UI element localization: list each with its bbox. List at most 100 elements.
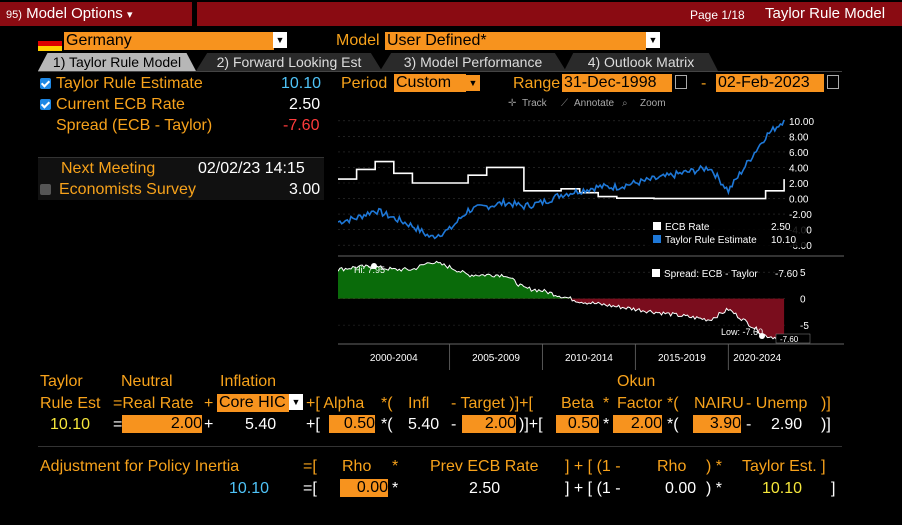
close-bracket: ]: [831, 480, 836, 497]
spread-positive-area: [338, 261, 785, 299]
legend-ecb-value: 2.50: [771, 222, 791, 233]
x-tick-label: 2010-2014: [565, 353, 613, 364]
legend-ecb-label: ECB Rate: [665, 222, 710, 233]
range-end-value: 02-Feb-2023: [718, 74, 810, 91]
page-indicator: Page 1/18: [690, 8, 745, 22]
range-start-input[interactable]: 31-Dec-1998: [562, 74, 672, 92]
taylor-rule-line: [338, 119, 785, 240]
taylor-est-header: Taylor Est. ]: [742, 458, 826, 475]
unemp-label: - Unemp: [746, 395, 808, 412]
spread-line: [338, 260, 785, 341]
y-tick-label: 2.00: [789, 179, 809, 190]
model-dropdown[interactable]: User Defined*: [385, 32, 646, 50]
tab-forward-looking-est[interactable]: 2) Forward Looking Est: [196, 53, 382, 71]
tab-taylor-rule-model[interactable]: 1) Taylor Rule Model: [38, 53, 196, 71]
taylor-rule-chart[interactable]: 10.008.006.004.002.000.00-2.00-4.00-6.00…: [338, 95, 844, 370]
operator: *(: [381, 416, 393, 433]
inflation-header: Inflation: [220, 373, 277, 390]
alpha-input[interactable]: 0.50: [329, 415, 375, 433]
adjustment-label: Adjustment for Policy Inertia: [40, 458, 240, 475]
checkbox-unchecked-icon[interactable]: [40, 184, 51, 196]
taylor-est-value: 10.10: [762, 480, 803, 497]
period-label: Period: [341, 75, 388, 92]
tab-model-performance[interactable]: 3) Model Performance: [380, 53, 566, 71]
tab-divider: [38, 71, 842, 72]
annotate-icon[interactable]: ⟋: [561, 98, 568, 109]
range-separator: -: [701, 75, 707, 92]
nairu-label: NAIRU: [694, 395, 744, 412]
taylor-rule-estimate-value: 10.10: [281, 75, 322, 92]
factor-input[interactable]: 2.00: [613, 415, 662, 433]
rho-input[interactable]: 0.00: [340, 479, 388, 497]
y-tick-label: 8.00: [789, 132, 809, 143]
inflation-measure-dropdown[interactable]: Core HIC: [217, 394, 289, 412]
period-dropdown-arrow-icon[interactable]: ▼: [466, 75, 480, 91]
y-tick-label: 4.00: [789, 163, 809, 174]
range-label: Range: [513, 75, 561, 92]
range-start-value: 31-Dec-1998: [564, 74, 657, 91]
calendar-icon[interactable]: [827, 75, 839, 89]
y-tick-label: 5: [800, 268, 806, 279]
last-value-box: [775, 333, 811, 344]
y-tick-label: 0.00: [789, 195, 809, 206]
country-dropdown-arrow-icon[interactable]: ▼: [273, 32, 287, 48]
prev-ecb-rate-header: Prev ECB Rate: [430, 458, 539, 475]
operator: *(: [667, 416, 679, 433]
operator: *(: [667, 395, 679, 412]
model-dropdown-arrow-icon[interactable]: ▼: [646, 32, 660, 48]
checkbox-checked-icon[interactable]: [40, 78, 51, 90]
current-ecb-rate-label: Current ECB Rate: [56, 96, 185, 113]
current-ecb-rate-row[interactable]: Current ECB Rate: [40, 96, 185, 114]
real-rate-label: =Real Rate: [113, 395, 194, 412]
chevron-down-icon: ▾: [126, 9, 133, 21]
range-end-input[interactable]: 02-Feb-2023: [716, 74, 824, 92]
tab-outlook-matrix[interactable]: 4) Outlook Matrix: [564, 53, 718, 71]
next-meeting-value: 02/02/23 14:15: [198, 160, 305, 177]
core-inflation-value: 5.40: [245, 416, 277, 433]
annotate-button[interactable]: Annotate: [574, 98, 614, 109]
inflation-measure-value: Core HIC: [219, 394, 286, 411]
period-value: Custom: [396, 74, 452, 91]
calendar-icon[interactable]: [675, 75, 687, 89]
checkbox-checked-icon[interactable]: [40, 99, 51, 111]
nairu-input[interactable]: 3.90: [693, 415, 741, 433]
rho-header: Rho: [342, 458, 372, 475]
prev-ecb-rate-value: 2.50: [469, 480, 501, 497]
operator: =[: [303, 458, 317, 475]
country-dropdown[interactable]: Germany: [64, 32, 274, 50]
spread-negative-area: [338, 298, 785, 340]
beta-input[interactable]: 0.50: [556, 415, 599, 433]
operator: ] + [ (1 -: [565, 480, 621, 497]
period-dropdown[interactable]: Custom: [394, 74, 466, 92]
magnifier-icon[interactable]: ⌕: [622, 98, 628, 109]
target-input[interactable]: 2.00: [462, 415, 516, 433]
low-marker: [759, 333, 765, 339]
model-options-label: Model Options: [26, 5, 123, 22]
ecb-rate-line: [338, 160, 785, 200]
infl-label: Infl: [408, 395, 430, 412]
model-options-menu[interactable]: 95) Model Options ▾: [0, 2, 192, 26]
model-label: Model: [336, 32, 380, 49]
economists-survey-label: Economists Survey: [59, 181, 196, 198]
track-button[interactable]: Track: [522, 98, 548, 109]
alpha-label: +[ Alpha: [306, 395, 365, 412]
plus-sign: +: [204, 395, 214, 412]
model-value: User Defined*: [387, 32, 487, 49]
title-banner: Page 1/18 Taylor Rule Model: [197, 2, 902, 26]
inflation-dropdown-arrow-icon[interactable]: ▼: [289, 394, 303, 410]
screen-title: Taylor Rule Model: [765, 5, 886, 22]
legend-taylor-swatch: [653, 235, 661, 243]
taylor-header: Taylor: [40, 373, 83, 390]
section-divider: [38, 446, 842, 447]
real-rate-input[interactable]: 2.00: [122, 415, 202, 433]
y-tick-label: 0: [800, 295, 806, 306]
operator: -: [746, 416, 752, 433]
economists-survey-row[interactable]: Economists Survey: [40, 181, 196, 199]
unemp-value: 2.90: [771, 416, 803, 433]
chart-toolbar: ✛ Track ⟋ Annotate ⌕ Zoom: [508, 98, 666, 109]
adjusted-value: 10.10: [229, 480, 270, 497]
zoom-button[interactable]: Zoom: [640, 98, 666, 109]
neutral-header: Neutral: [121, 373, 173, 390]
taylor-rule-estimate-row[interactable]: Taylor Rule Estimate: [40, 75, 203, 93]
crosshair-icon[interactable]: ✛: [508, 98, 516, 109]
